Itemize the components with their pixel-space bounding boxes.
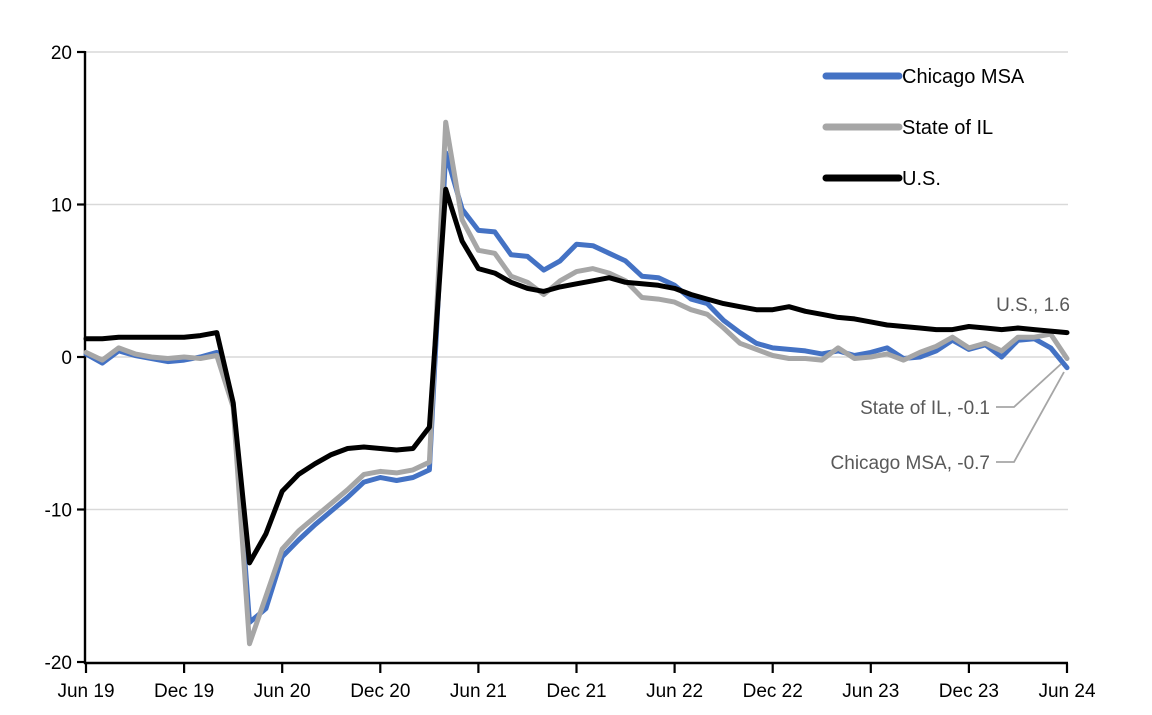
legend-item-u-s: U.S.: [822, 168, 941, 190]
x-tick-label: Jun 20: [254, 681, 311, 702]
x-tick-label: Jun 24: [1038, 681, 1095, 702]
x-tick-label: Dec 22: [743, 681, 803, 702]
series-line-chicago-msa: [83, 150, 1070, 625]
x-tick-label: Jun 22: [646, 681, 703, 702]
legend-label-u-s: U.S.: [902, 168, 941, 190]
legend-item-state-of-il: State of IL: [822, 117, 993, 139]
legend-label-chicago-msa: Chicago MSA: [902, 66, 1025, 88]
y-tick-label: 20: [51, 43, 72, 64]
annotation-state-of-il-0-1: State of IL, -0.1: [860, 398, 990, 419]
legend-label-state-of-il: State of IL: [902, 117, 993, 139]
series-line-state-of-il: [83, 119, 1070, 647]
annotation-leader-line: [996, 371, 1065, 463]
x-tick-label: Dec 19: [154, 681, 214, 702]
annotation-leader-line: [996, 363, 1062, 408]
y-tick-label: 10: [51, 196, 72, 217]
x-tick-label: Jun 19: [57, 681, 114, 702]
x-tick-label: Jun 21: [450, 681, 507, 702]
legend-item-chicago-msa: Chicago MSA: [822, 66, 1025, 88]
annotation-u-s-1-6: U.S., 1.6: [996, 295, 1070, 316]
x-tick-label: Jun 23: [842, 681, 899, 702]
axis-ticks: [77, 50, 1069, 673]
series-line-u-s: [83, 186, 1070, 566]
x-tick-label: Dec 21: [546, 681, 606, 702]
annotations: U.S., 1.6 State of IL, -0.1 Chicago MSA, -…: [831, 295, 1070, 474]
gridlines: [86, 51, 1068, 511]
x-tick-label: Dec 20: [350, 681, 410, 702]
x-tick-label: Dec 23: [939, 681, 999, 702]
y-tick-label: 0: [61, 348, 72, 369]
legend: Chicago MSA State of IL U.S.: [822, 66, 1025, 190]
annotation-chicago-msa-0-7: Chicago MSA, -0.7: [831, 453, 990, 474]
y-tick-label: -10: [45, 501, 72, 522]
y-tick-label: -20: [45, 653, 72, 674]
axis-tick-labels: 20 10 0 -10 -20 Jun 19 Dec 19 Jun 20 Dec 20 Jun 2…: [45, 43, 1096, 702]
series-lines: [83, 119, 1070, 647]
